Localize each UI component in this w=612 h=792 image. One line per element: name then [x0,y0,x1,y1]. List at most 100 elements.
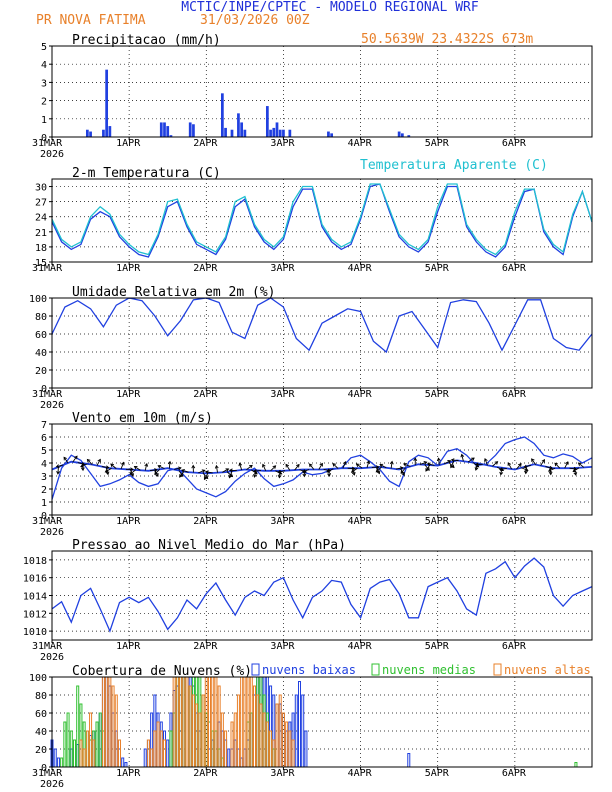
precip-bar [89,131,92,137]
y-tick-label: 30 [35,183,47,194]
wind-arrow-head [524,470,528,475]
wind-arrow-head [474,466,479,471]
precip-bar [327,131,330,137]
wind-arrow-head [181,468,185,473]
cloud-bar-nuvens-medias [574,762,578,768]
wind-arrow-head [225,468,230,472]
wind-arrow-head [413,457,418,462]
precip-bar [224,127,227,137]
cloud-bar-nuvens-baixas [124,762,128,768]
y-tick-label: 100 [29,294,47,305]
wind-arrow-head [547,468,552,472]
x-year-label: 2026 [40,779,64,790]
y-tick-label: 0 [41,133,47,144]
wind-arrow [294,464,300,471]
wind-arrow-head [402,463,407,467]
wind-arrow-head [301,469,306,473]
wind-arrow-head [80,463,84,468]
precip-bar [330,133,334,137]
y-tick-label: 3 [41,472,47,483]
wind-arrow [451,459,459,462]
x-tick-label: 2APR [193,263,218,274]
x-tick-label: 31MAR [32,138,63,149]
wind-arrow-head [277,474,282,479]
y-tick-label: 100 [29,673,47,684]
wind-arrow-head [203,476,208,481]
wind-arrow [395,467,403,470]
cloud-bar-nuvens-altas [185,676,189,768]
wind-arrow-head [272,465,277,469]
wind-arrow-head [97,458,101,463]
y-tick-label: 15 [35,258,47,269]
wind-arrow-head [375,468,380,473]
cloud-legend-0: nuvens baixas [262,663,356,677]
panel-title-pressure: Pressao ao Nivel Medio do Mar (hPa) [72,538,346,553]
panel-clouds: 0 20 40 60 80 100 31MAR 1APR 2APR 3APR 4APR 5APR 6AP… [29,664,593,790]
y-tick-label: 80 [35,691,47,702]
cloud-bar-nuvens-baixas [227,748,231,768]
y-tick-label: 6 [41,433,47,444]
wind-arrow-head [249,464,253,469]
wind-arrow-head [74,455,78,460]
y-tick-label: 4 [41,459,47,470]
wind-arrow [157,465,165,470]
wind-arrow-head [460,453,465,458]
x-year-label: 2026 [40,149,64,160]
wind-arrow [251,469,258,475]
x-tick-label: 31MAR [32,516,63,527]
cloud-bar-nuvens-altas [108,676,112,768]
wind-arrow-head [238,462,243,467]
wind-arrow [110,463,117,469]
wind-arrow [72,455,78,463]
wind-arrow [278,470,286,473]
wind-arrow-head [55,464,60,469]
wind-arrow-head [426,462,431,467]
wind-arrow [531,458,537,465]
wind-arrow-head [191,464,196,469]
cloud-bar-nuvens-medias [98,712,102,768]
wind-arrow [450,461,455,468]
cloud-bar-nuvens-baixas [297,681,302,768]
wind-arrow-head [285,463,290,468]
y-tick-label: 1010 [23,627,47,638]
cloud-bar-nuvens-altas [259,703,263,768]
wind-arrow [419,461,427,465]
panel-precip: 0 1 2 3 4 5 31MAR 1APR 2APR 3APR 4APR 5APR 6APR 2026 P… [32,33,593,160]
panel-pressure: 1010 1012 1014 1016 1018 31MAR 1APR 2APR 3APR 4AP… [23,538,593,663]
wind-arrow-head [228,474,233,479]
line-wind-0 [51,436,593,500]
wind-arrow-head [56,471,61,475]
wind-arrow [492,461,498,467]
y-tick-label: 1012 [23,609,47,620]
precip-bar [237,113,240,137]
cloud-bar-nuvens-baixas [304,730,308,768]
precip-bar [188,122,192,137]
cloud-bar-nuvens-baixas [143,748,147,768]
wind-arrow-head [201,469,206,473]
wind-arrow [134,466,141,471]
cloud-bar-nuvens-altas [285,721,289,768]
y-tick-label: 60 [35,709,47,720]
cloud-bar-nuvens-altas [220,712,224,768]
y-tick-label: 20 [35,366,47,377]
x-tick-label: 4APR [348,389,373,400]
wind-arrow [356,463,363,469]
wind-arrow-head [86,458,91,463]
header-coords: 50.5639W 23.4322S 673m [361,32,533,47]
wind-arrow-head [327,473,332,477]
wind-arrow [181,469,189,473]
temp-legend: Temperatura Aparente (C) [360,158,548,173]
wind-arrow [302,469,310,473]
line-temp-1 [51,183,593,256]
x-tick-label: 5APR [425,138,450,149]
y-tick-label: 27 [35,198,47,209]
panel-frame [51,178,593,263]
wind-arrow-head [572,468,577,472]
cloud-bar-nuvens-altas [179,676,183,768]
wind-arrow [198,469,205,474]
wind-arrow-head [262,463,266,468]
x-tick-label: 3APR [270,768,295,779]
wind-arrow-head [155,473,159,477]
